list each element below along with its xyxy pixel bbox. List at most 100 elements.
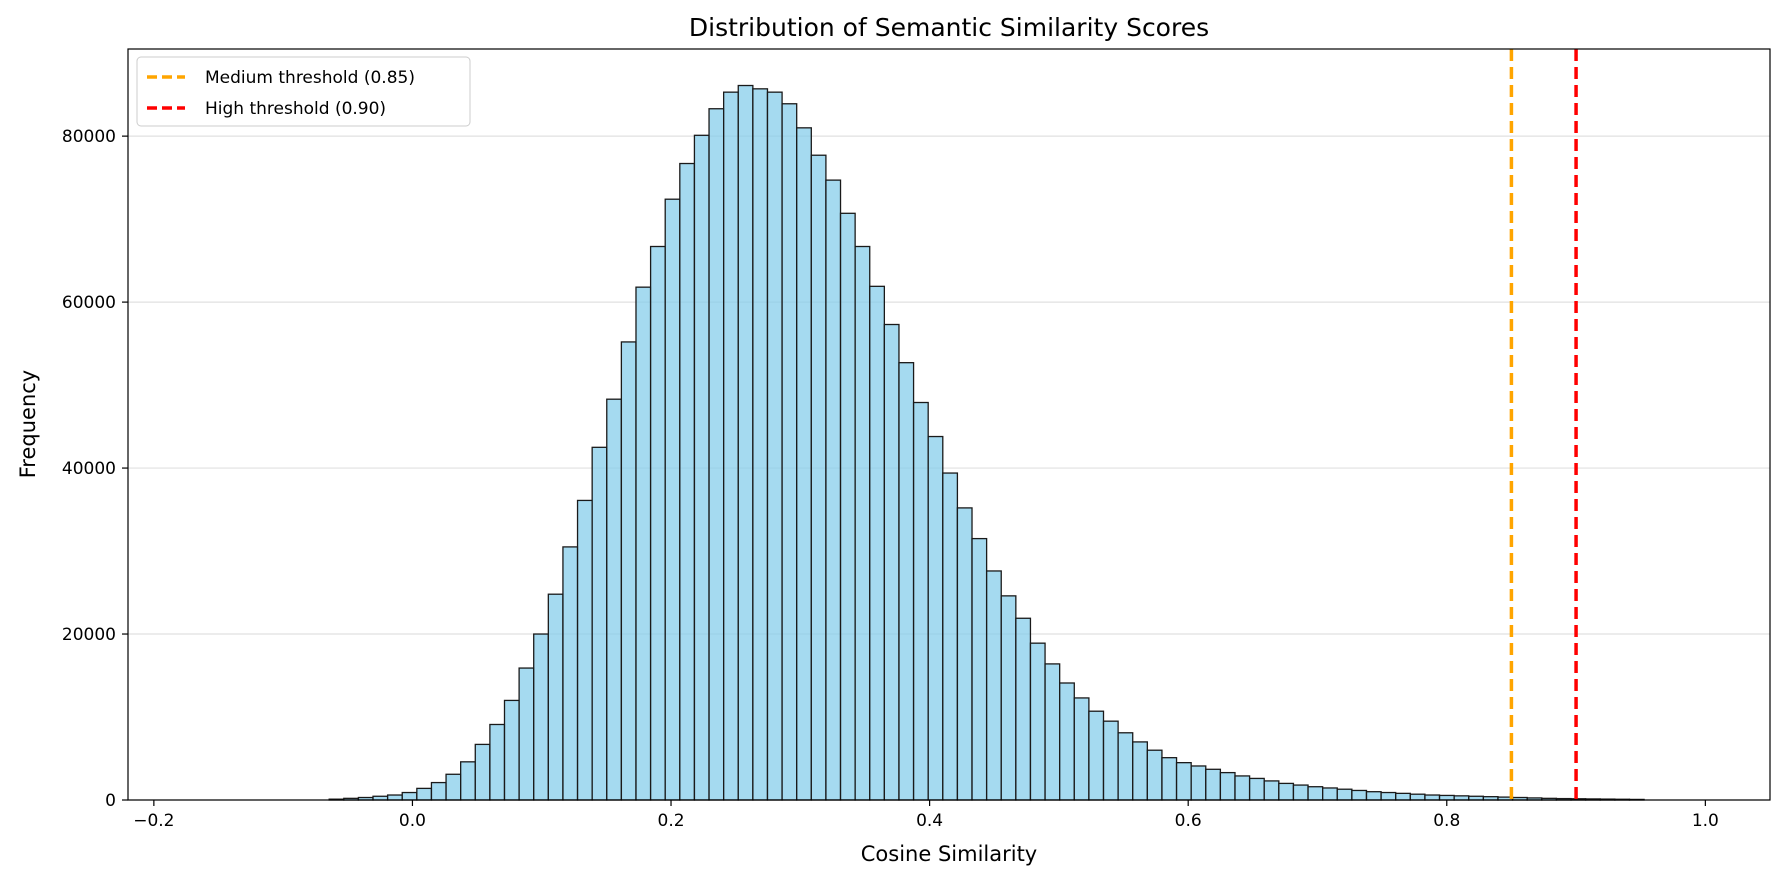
histogram-bar <box>854 245 871 801</box>
histogram-bar <box>1059 682 1075 801</box>
histogram-bar <box>1190 765 1207 801</box>
y-tick-label: 20000 <box>62 625 116 645</box>
histogram-bar <box>649 245 666 801</box>
histogram-bar <box>1029 642 1046 801</box>
histogram-bar <box>898 362 915 801</box>
histogram-bars <box>328 84 1645 801</box>
histogram-bar <box>1146 749 1163 801</box>
histogram-bar <box>796 127 812 801</box>
histogram-bar <box>708 108 725 801</box>
histogram-bar <box>1073 697 1090 801</box>
y-axis: 0 20000 40000 60000 80000 <box>62 127 128 811</box>
y-axis-label: Frequency <box>16 370 40 479</box>
histogram-bar <box>460 761 476 801</box>
histogram-bar <box>1322 787 1338 801</box>
histogram-bar <box>1263 780 1280 801</box>
histogram-bar <box>1453 795 1470 801</box>
histogram-bar <box>620 341 637 801</box>
histogram-bar <box>576 499 593 801</box>
histogram-bar <box>752 88 769 801</box>
legend-label-medium-threshold: Medium threshold (0.85) <box>205 68 415 88</box>
histogram-bar <box>606 398 623 801</box>
plot-frame <box>127 48 1771 801</box>
histogram-bar <box>401 791 418 801</box>
histogram-bar <box>839 212 856 801</box>
legend-box <box>136 56 471 127</box>
histogram-bar <box>971 537 988 801</box>
histogram-bar <box>1424 794 1441 801</box>
histogram-bar <box>781 103 798 801</box>
histogram-bar <box>635 286 652 801</box>
histogram-bar <box>1015 617 1032 801</box>
histogram-bar <box>869 285 886 801</box>
histogram-bar <box>1161 757 1178 801</box>
histogram-bar <box>664 198 681 801</box>
histogram-bar <box>1292 784 1309 801</box>
y-tick-label: 40000 <box>62 459 116 479</box>
histogram-bar <box>1117 732 1134 801</box>
y-tick-label: 60000 <box>62 293 116 313</box>
histogram-bar <box>386 794 403 801</box>
histogram-bar <box>533 633 549 801</box>
histogram-bar <box>825 179 842 801</box>
histogram-bar <box>1248 777 1265 801</box>
x-tick-label: 0.4 <box>916 811 943 831</box>
histogram-bar <box>1205 768 1222 801</box>
histogram-bar <box>722 91 739 801</box>
legend: Medium threshold (0.85) High threshold (… <box>136 56 471 127</box>
histogram-bar <box>547 593 564 801</box>
histogram-bar <box>766 91 783 801</box>
histogram-bar <box>1351 789 1368 801</box>
histogram-bar <box>1132 741 1148 801</box>
x-tick-label: 0.8 <box>1433 811 1460 831</box>
x-axis-label: Cosine Similarity <box>861 842 1037 866</box>
histogram-bar <box>591 446 608 801</box>
x-tick-label: 0.2 <box>658 811 685 831</box>
histogram-bar <box>810 154 827 801</box>
histogram-bar <box>883 323 900 801</box>
histogram-bar <box>1044 663 1061 801</box>
x-axis: −0.2 0.0 0.2 0.4 0.6 0.8 1.0 <box>133 800 1719 831</box>
histogram-bar <box>430 781 447 801</box>
histogram-bar <box>445 773 462 801</box>
histogram-bar <box>1307 786 1324 801</box>
histogram-bar <box>1438 794 1455 801</box>
histogram-bar <box>1336 788 1353 801</box>
histogram-bar <box>1219 771 1236 801</box>
histogram-bar <box>1365 791 1382 801</box>
histogram-bar <box>1088 710 1105 801</box>
histogram-bar <box>1234 775 1251 801</box>
histogram-bar <box>1395 792 1411 801</box>
histogram-bar <box>693 134 710 801</box>
y-tick-label: 0 <box>105 791 116 811</box>
histogram-bar <box>985 570 1002 801</box>
x-tick-label: 1.0 <box>1692 811 1719 831</box>
histogram-bar <box>1102 720 1119 801</box>
histogram-bar <box>416 787 433 801</box>
histogram-bar <box>927 435 944 801</box>
histogram-bar <box>562 546 579 801</box>
histogram-bar <box>1380 791 1397 801</box>
histogram-bar <box>1175 762 1192 801</box>
x-tick-label: −0.2 <box>133 811 174 831</box>
histogram-bar <box>942 472 959 801</box>
histogram-bar <box>956 507 973 801</box>
legend-label-high-threshold: High threshold (0.90) <box>205 99 386 119</box>
histogram-bar <box>679 162 696 801</box>
y-tick-label: 80000 <box>62 127 116 147</box>
histogram-bar <box>1000 595 1017 801</box>
threshold-lines <box>1509 49 1578 800</box>
histogram-bar <box>1278 782 1295 801</box>
histogram-bar <box>912 401 929 801</box>
x-tick-label: 0.0 <box>399 811 426 831</box>
x-tick-label: 0.6 <box>1175 811 1202 831</box>
histogram-bar <box>474 743 491 801</box>
histogram-bar <box>737 84 754 801</box>
histogram-bar <box>503 699 520 801</box>
histogram-bar <box>1409 793 1426 801</box>
histogram-bar <box>489 723 506 801</box>
histogram-bar <box>518 667 535 801</box>
chart-title: Distribution of Semantic Similarity Scor… <box>689 13 1209 42</box>
